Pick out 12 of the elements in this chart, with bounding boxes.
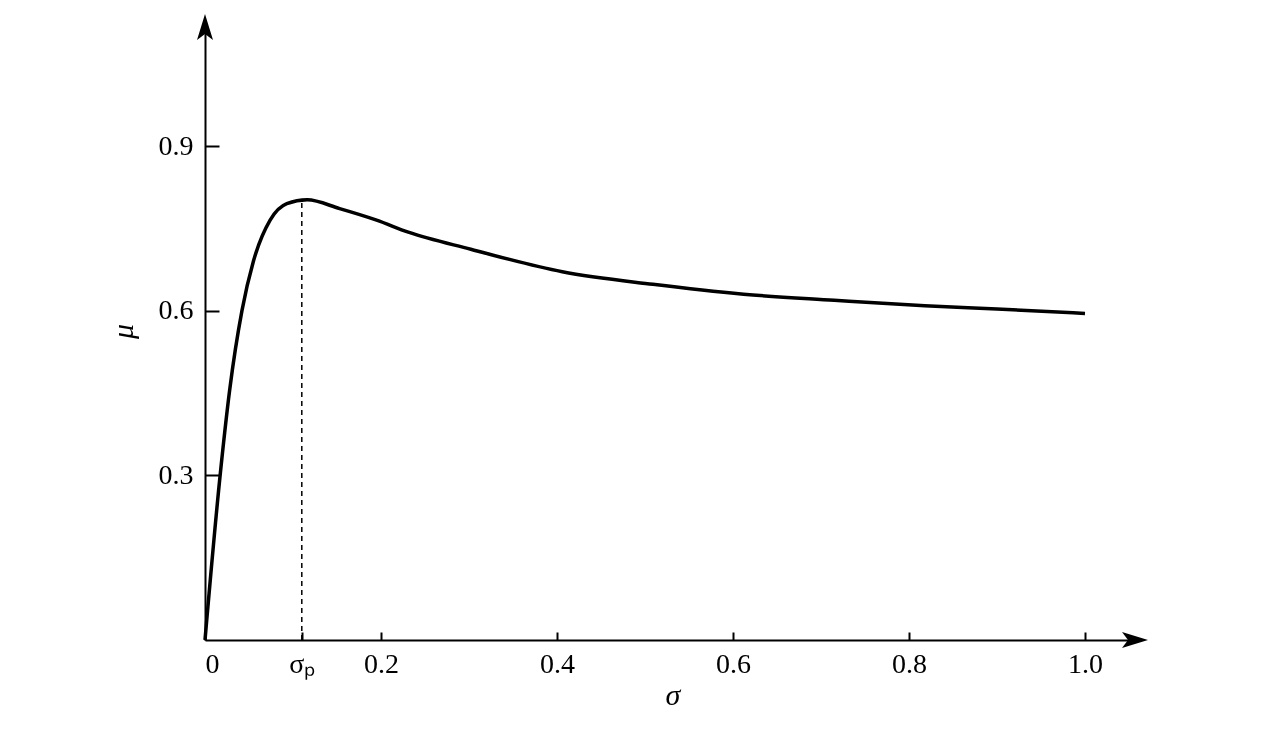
y-tick-label: 0.3	[158, 458, 194, 490]
x-axis-title: σ	[665, 677, 682, 711]
x-tick-label: σₚ	[289, 647, 316, 680]
y-tick-label: 0.9	[158, 129, 194, 161]
y-axis-title: μ	[105, 323, 139, 341]
x-tick-label: 0.4	[540, 647, 575, 679]
x-tick-label: 0.6	[716, 647, 751, 679]
x-tick-label: 0.2	[364, 647, 399, 679]
y-tick-label: 0.6	[158, 294, 194, 326]
x-tick-label: 0.8	[892, 647, 927, 679]
x-tick-label: 1.0	[1068, 647, 1103, 679]
x-tick-label: 0	[205, 647, 220, 679]
